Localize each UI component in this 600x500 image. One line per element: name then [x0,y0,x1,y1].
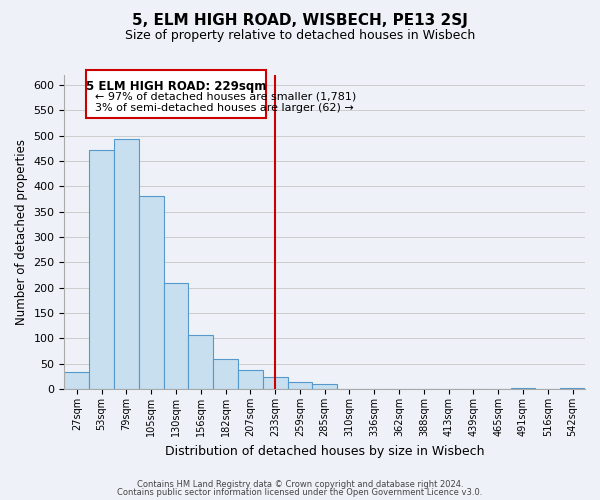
Bar [287,382,313,389]
Bar [64,372,89,389]
Bar [213,359,238,389]
Text: ← 97% of detached houses are smaller (1,781): ← 97% of detached houses are smaller (1,… [95,92,356,102]
X-axis label: Distribution of detached houses by size in Wisbech: Distribution of detached houses by size … [165,444,484,458]
Bar [164,284,188,389]
Bar [188,336,213,389]
Text: 5 ELM HIGH ROAD: 229sqm: 5 ELM HIGH ROAD: 229sqm [86,80,266,93]
Bar [238,370,263,389]
Y-axis label: Number of detached properties: Number of detached properties [15,139,28,325]
Bar [263,378,287,389]
Text: 5, ELM HIGH ROAD, WISBECH, PE13 2SJ: 5, ELM HIGH ROAD, WISBECH, PE13 2SJ [132,12,468,28]
Bar [139,196,164,389]
Text: Size of property relative to detached houses in Wisbech: Size of property relative to detached ho… [125,29,475,42]
Bar [89,150,114,389]
Bar [114,139,139,389]
Bar [313,384,337,389]
Text: Contains public sector information licensed under the Open Government Licence v3: Contains public sector information licen… [118,488,482,497]
Text: 3% of semi-detached houses are larger (62) →: 3% of semi-detached houses are larger (6… [95,104,354,114]
Bar [560,388,585,389]
Bar [511,388,535,389]
Text: Contains HM Land Registry data © Crown copyright and database right 2024.: Contains HM Land Registry data © Crown c… [137,480,463,489]
